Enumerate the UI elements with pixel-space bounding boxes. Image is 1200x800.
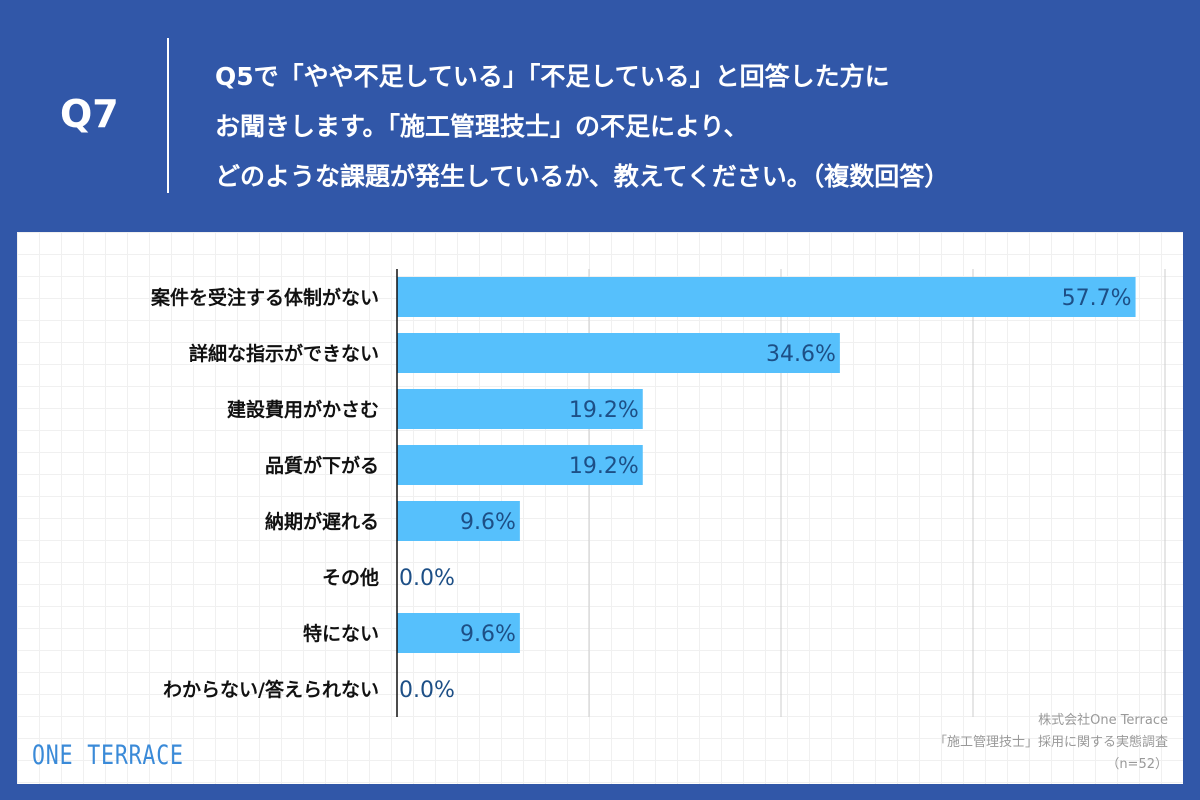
data-label: 57.7% xyxy=(1062,286,1132,311)
bar xyxy=(397,333,840,373)
question-number: Q7 xyxy=(60,92,119,136)
category-label: 案件を受注する体制がない xyxy=(150,286,379,309)
category-label: 建設費用がかさむ xyxy=(227,398,379,421)
source-line: 株式会社One Terrace xyxy=(1038,713,1168,728)
category-label: 納期が遅れる xyxy=(265,510,379,533)
chart-panel: 案件を受注する体制がない 57.7% 詳細な指示ができない 34.6% 建設費用がかさむ… xyxy=(17,232,1183,784)
divider xyxy=(167,38,169,193)
bar xyxy=(397,277,1136,317)
category-label: わからない/答えられない xyxy=(163,678,379,701)
bar-chart: 案件を受注する体制がない 57.7% 詳細な指示ができない 34.6% 建設費用がかさむ… xyxy=(150,269,1166,717)
source-line: （n=52） xyxy=(1106,757,1168,772)
category-label: 特にない xyxy=(303,623,379,645)
source-note: 株式会社One Terrace 「施工管理技士」採用に関する実態調査 （n=52… xyxy=(934,710,1168,776)
category-label: 詳細な指示ができない xyxy=(189,342,379,365)
data-label: 9.6% xyxy=(460,510,516,535)
data-label: 0.0% xyxy=(399,566,455,591)
bar xyxy=(397,389,643,429)
category-label: 品質が下がる xyxy=(265,454,379,477)
question-text: Q5で「やや不足している」「不足している」と回答した方に お聞きします。「施工管… xyxy=(215,62,950,191)
bar xyxy=(397,445,643,485)
data-label: 0.0% xyxy=(399,678,455,703)
logo: ONE TERRACE xyxy=(32,740,184,771)
bar xyxy=(397,613,520,653)
data-label: 19.2% xyxy=(569,454,639,479)
data-label: 9.6% xyxy=(460,622,516,647)
bar xyxy=(397,501,520,541)
data-label: 34.6% xyxy=(766,342,836,367)
category-label: その他 xyxy=(322,566,379,589)
data-label: 19.2% xyxy=(569,398,639,423)
source-line: 「施工管理技士」採用に関する実態調査 xyxy=(933,735,1168,750)
